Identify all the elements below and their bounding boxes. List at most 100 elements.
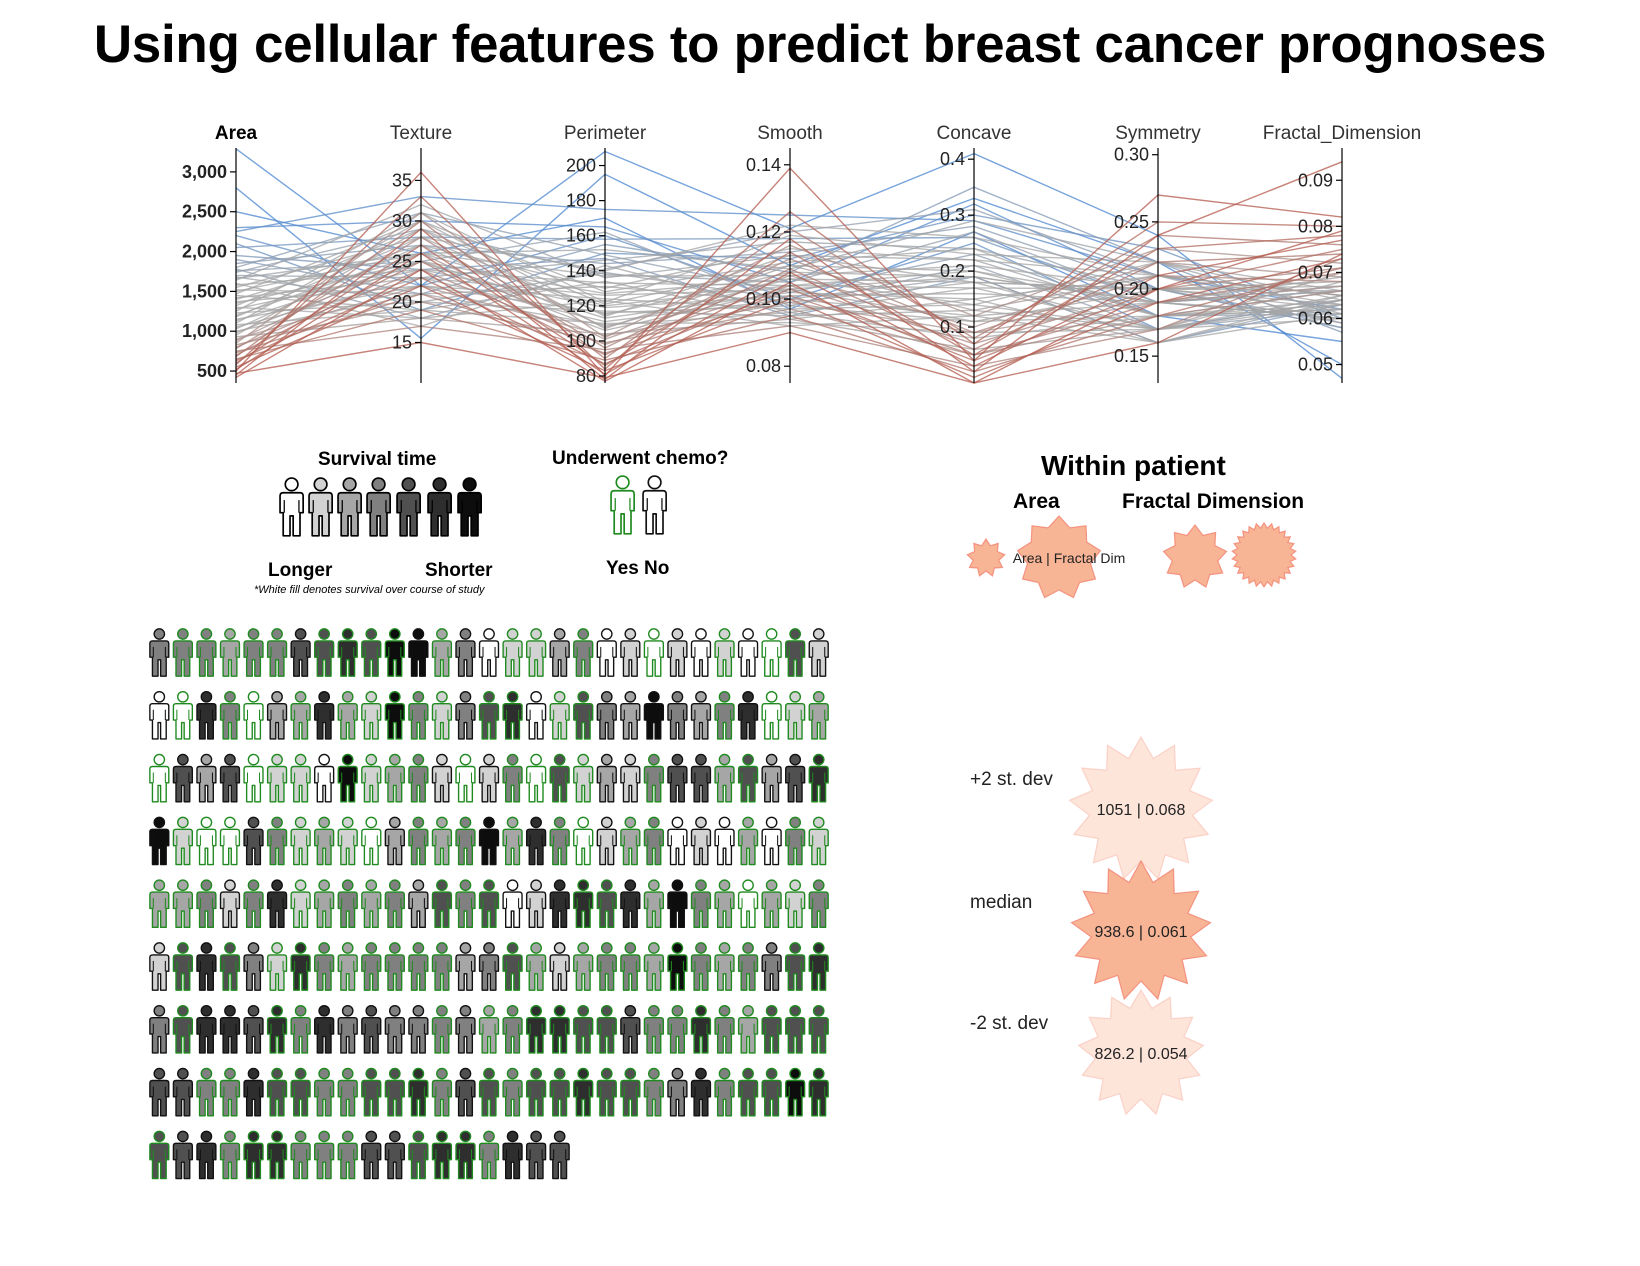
- patient-icon: [785, 879, 806, 929]
- chemo-legend-title: Underwent chemo?: [552, 448, 729, 469]
- patient-icon: [172, 1067, 194, 1117]
- patient-icon: [596, 753, 617, 803]
- patient-icon: [408, 690, 429, 740]
- patient-icon: [266, 753, 288, 803]
- patient-icon: [643, 753, 665, 803]
- patient-icon: [620, 942, 641, 991]
- patient-icon: [266, 690, 288, 740]
- patient-icon: [643, 942, 665, 991]
- patient-icon: [361, 1067, 382, 1117]
- patient-icon: [573, 816, 594, 866]
- patient-icon: [761, 753, 782, 803]
- patient-icon: [761, 628, 782, 677]
- pc-axis-title: Fractal_Dimension: [1263, 123, 1421, 144]
- patient-icon: [243, 690, 264, 740]
- pc-tick-label: 0.3: [940, 205, 965, 225]
- patient-icon: [243, 942, 264, 991]
- patient-icon: [478, 1130, 500, 1180]
- patient-icon: [808, 1067, 829, 1117]
- pc-tick-label: 100: [566, 331, 596, 351]
- patient-icon: [266, 879, 288, 929]
- patient-icon: [549, 1130, 570, 1180]
- patient-icon: [502, 753, 523, 803]
- patient-icon: [314, 816, 335, 866]
- pc-tick-label: 0.2: [940, 261, 965, 281]
- patient-icon: [243, 1130, 264, 1180]
- patient-icon: [596, 942, 617, 991]
- pc-tick-label: 2,500: [182, 202, 227, 222]
- patient-icon: [690, 1004, 712, 1054]
- patient-icon: [525, 1067, 547, 1117]
- patient-icon: [620, 628, 641, 677]
- area-large-star: [1162, 524, 1228, 589]
- pc-tick-label: 3,000: [182, 162, 227, 182]
- patient-icon: [643, 816, 665, 866]
- patient-icon: [502, 628, 523, 677]
- pc-tick-label: 0.20: [1114, 279, 1149, 299]
- patient-icon: [714, 879, 735, 929]
- patient-icon: [785, 816, 806, 866]
- patient-icon: [455, 1067, 476, 1117]
- patient-icon: [714, 1004, 735, 1054]
- patient-icon: [690, 690, 712, 740]
- patient-icon: [361, 879, 382, 929]
- patient-icon: [243, 1067, 264, 1117]
- patient-icon: [172, 1004, 194, 1054]
- patient-icon: [761, 879, 782, 929]
- patient-icon: [596, 1004, 617, 1054]
- patient-icon: [361, 1004, 382, 1054]
- patient-icon: [219, 628, 241, 677]
- pc-axis-title: Symmetry: [1115, 123, 1201, 144]
- patient-icon: [361, 816, 382, 866]
- patient-icon: [266, 628, 288, 677]
- patient-icon: [808, 690, 829, 740]
- patient-icon: [361, 690, 382, 740]
- patient-icon: [667, 628, 688, 677]
- area-small-star: [966, 537, 1006, 577]
- patient-icon: [290, 942, 311, 991]
- patient-icon: [361, 1130, 382, 1180]
- patient-icon: [620, 816, 641, 866]
- patient-icon: [667, 816, 688, 866]
- pc-tick-label: 1,000: [182, 321, 227, 341]
- patient-icon: [337, 1067, 358, 1117]
- patient-icon: [431, 1130, 453, 1180]
- chemo-legend-no-person: [642, 475, 667, 535]
- chemo-legend-icons: [610, 475, 667, 535]
- pc-tick-label: 0.1: [940, 317, 965, 337]
- within-patient-area-label: Area: [1013, 490, 1060, 513]
- pc-tick-label: 0.05: [1298, 355, 1333, 375]
- pc-axis-texture: Texture 15 20 25 30 35: [390, 123, 452, 383]
- patient-icon: [384, 1130, 405, 1180]
- pc-tick-label: 0.10: [746, 289, 781, 309]
- patient-icon: [243, 879, 264, 929]
- example-star: [1016, 515, 1102, 599]
- sd-label-median: median: [970, 892, 1033, 913]
- patient-icon: [502, 879, 523, 929]
- patient-icon: [149, 690, 170, 740]
- patient-icon: [761, 816, 782, 866]
- patient-icon: [172, 1130, 194, 1180]
- pc-tick-label: 120: [566, 296, 596, 316]
- patient-icon: [808, 1004, 829, 1054]
- patient-icon: [384, 816, 405, 866]
- patient-icon: [290, 690, 311, 740]
- patient-icon: [549, 942, 570, 991]
- patient-icon: [149, 942, 170, 991]
- patient-icon: [478, 942, 500, 991]
- patient-icon: [785, 690, 806, 740]
- survival-legend-person-7: [457, 477, 482, 537]
- within-patient-example-label: Area | Fractal Dim: [1013, 550, 1126, 566]
- patient-icon: [361, 628, 382, 677]
- patient-icon: [714, 628, 735, 677]
- patient-icon: [361, 942, 382, 991]
- patient-icon: [761, 690, 782, 740]
- pc-tick-label: 200: [566, 156, 596, 176]
- pc-tick-label: 0.09: [1298, 170, 1333, 190]
- patient-icon: [337, 753, 358, 803]
- survival-footnote: *White fill denotes survival over course…: [254, 584, 485, 596]
- patient-icon: [455, 816, 476, 866]
- patient-icon: [314, 628, 335, 677]
- patient-icon: [196, 879, 217, 929]
- patient-icon: [408, 879, 429, 929]
